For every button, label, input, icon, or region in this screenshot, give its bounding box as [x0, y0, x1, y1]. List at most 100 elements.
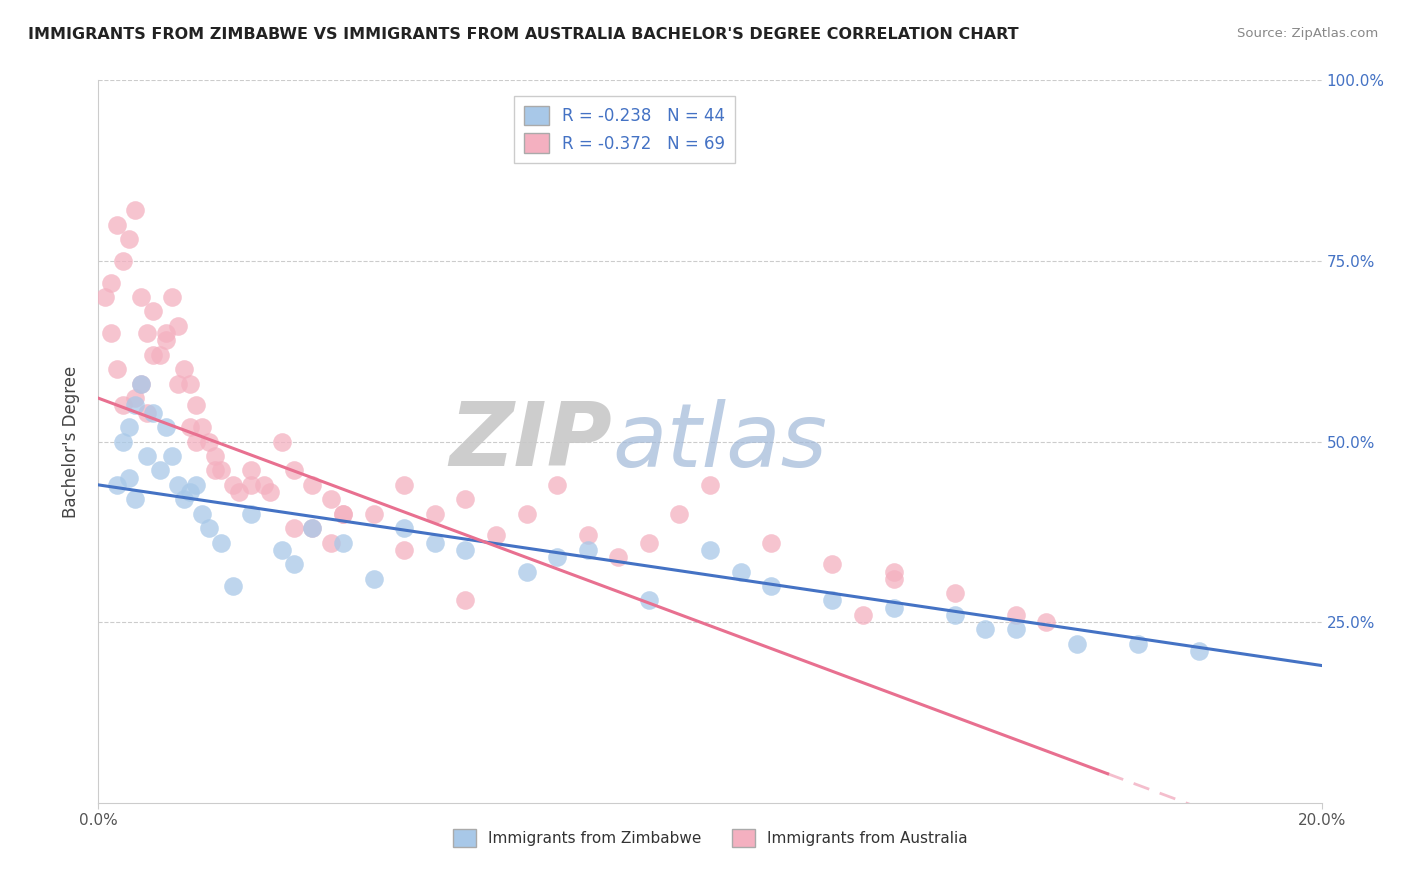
- Point: [240, 478, 263, 492]
- Point: [1066, 637, 1088, 651]
- Point: [191, 507, 214, 521]
- Point: [852, 607, 875, 622]
- Point: [1188, 644, 1211, 658]
- Point: [204, 449, 226, 463]
- Point: [301, 521, 323, 535]
- Point: [240, 463, 263, 477]
- Point: [197, 521, 219, 535]
- Y-axis label: Bachelor's Degree: Bachelor's Degree: [62, 366, 80, 517]
- Point: [423, 507, 446, 521]
- Point: [454, 542, 477, 557]
- Point: [392, 521, 416, 535]
- Point: [1035, 615, 1057, 630]
- Point: [607, 550, 630, 565]
- Point: [149, 348, 172, 362]
- Point: [111, 398, 134, 412]
- Point: [392, 478, 416, 492]
- Point: [124, 492, 146, 507]
- Point: [105, 362, 128, 376]
- Point: [179, 376, 201, 391]
- Point: [124, 203, 146, 218]
- Point: [301, 521, 323, 535]
- Point: [155, 334, 177, 348]
- Point: [283, 558, 305, 572]
- Point: [142, 348, 165, 362]
- Point: [319, 492, 342, 507]
- Text: Source: ZipAtlas.com: Source: ZipAtlas.com: [1237, 27, 1378, 40]
- Point: [228, 485, 250, 500]
- Point: [485, 528, 508, 542]
- Point: [186, 434, 208, 449]
- Point: [160, 449, 183, 463]
- Text: IMMIGRANTS FROM ZIMBABWE VS IMMIGRANTS FROM AUSTRALIA BACHELOR'S DEGREE CORRELAT: IMMIGRANTS FROM ZIMBABWE VS IMMIGRANTS F…: [28, 27, 1019, 42]
- Point: [118, 470, 141, 484]
- Point: [699, 478, 721, 492]
- Point: [332, 535, 354, 549]
- Point: [129, 376, 152, 391]
- Point: [392, 542, 416, 557]
- Point: [546, 550, 568, 565]
- Point: [179, 420, 201, 434]
- Point: [173, 362, 195, 376]
- Legend: Immigrants from Zimbabwe, Immigrants from Australia: Immigrants from Zimbabwe, Immigrants fro…: [447, 823, 973, 853]
- Point: [974, 623, 997, 637]
- Point: [270, 434, 292, 449]
- Point: [93, 290, 115, 304]
- Point: [105, 478, 128, 492]
- Point: [943, 607, 966, 622]
- Point: [637, 593, 661, 607]
- Point: [546, 478, 568, 492]
- Point: [222, 579, 245, 593]
- Point: [204, 463, 226, 477]
- Point: [1004, 623, 1026, 637]
- Point: [576, 542, 599, 557]
- Point: [637, 535, 661, 549]
- Point: [167, 376, 190, 391]
- Point: [186, 398, 208, 412]
- Point: [118, 420, 141, 434]
- Point: [1128, 637, 1150, 651]
- Point: [124, 398, 146, 412]
- Point: [136, 326, 159, 340]
- Point: [155, 326, 177, 340]
- Point: [160, 290, 183, 304]
- Point: [363, 507, 385, 521]
- Point: [197, 434, 219, 449]
- Point: [423, 535, 446, 549]
- Point: [821, 558, 844, 572]
- Point: [699, 542, 721, 557]
- Point: [100, 276, 122, 290]
- Point: [363, 572, 385, 586]
- Point: [118, 232, 141, 246]
- Point: [332, 507, 354, 521]
- Point: [821, 593, 844, 607]
- Point: [759, 579, 782, 593]
- Point: [129, 290, 152, 304]
- Point: [301, 478, 323, 492]
- Point: [186, 478, 208, 492]
- Point: [167, 318, 190, 333]
- Point: [209, 463, 232, 477]
- Point: [454, 593, 477, 607]
- Point: [136, 449, 159, 463]
- Point: [668, 507, 690, 521]
- Point: [179, 485, 201, 500]
- Point: [883, 600, 905, 615]
- Point: [142, 304, 165, 318]
- Point: [191, 420, 214, 434]
- Point: [222, 478, 245, 492]
- Point: [730, 565, 752, 579]
- Point: [209, 535, 232, 549]
- Point: [283, 521, 305, 535]
- Point: [124, 391, 146, 405]
- Point: [252, 478, 274, 492]
- Point: [516, 565, 538, 579]
- Text: ZIP: ZIP: [450, 398, 612, 485]
- Text: atlas: atlas: [612, 399, 827, 484]
- Point: [173, 492, 195, 507]
- Point: [516, 507, 538, 521]
- Point: [883, 572, 905, 586]
- Point: [240, 507, 263, 521]
- Point: [149, 463, 172, 477]
- Point: [105, 218, 128, 232]
